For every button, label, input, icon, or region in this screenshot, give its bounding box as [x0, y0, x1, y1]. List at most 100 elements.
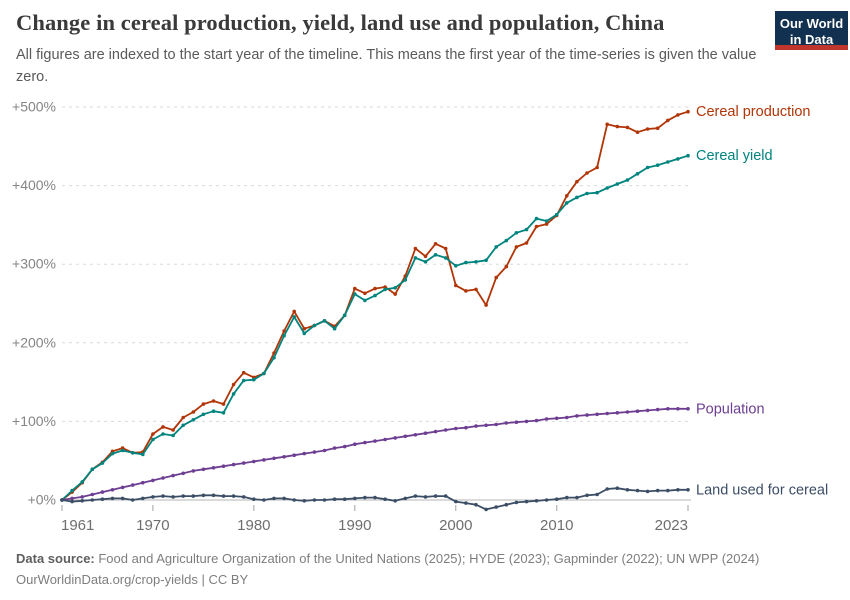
data-point-cereal-production [373, 286, 377, 291]
data-point-land-used-for-cereal [141, 496, 145, 501]
data-point-cereal-production [544, 222, 549, 226]
data-point-cereal-production [605, 122, 609, 127]
data-point-population [130, 483, 135, 487]
data-point-cereal-yield [504, 238, 509, 243]
data-point-population [211, 466, 216, 470]
data-point-cereal-production [454, 283, 458, 288]
data-point-population [363, 440, 367, 445]
data-point-population [221, 464, 226, 469]
data-point-cereal-yield [201, 412, 206, 417]
data-point-population [322, 448, 327, 453]
chart-container: +0% +100% +200% +300% +400% +500% 1961 1970 1980… [0, 90, 850, 550]
data-point-land-used-for-cereal [595, 492, 599, 497]
data-point-land-used-for-cereal [110, 496, 115, 501]
data-point-cereal-production [524, 241, 529, 245]
logo-line2: in Data [789, 32, 834, 47]
series-label-population[interactable]: Population [696, 401, 765, 417]
data-point-land-used-for-cereal [241, 495, 246, 499]
data-point-cereal-yield [494, 245, 499, 249]
data-point-population [635, 409, 640, 414]
data-point-land-used-for-cereal [282, 496, 286, 501]
data-point-cereal-production [575, 179, 579, 184]
data-point-cereal-production [282, 329, 286, 333]
data-point-cereal-yield [413, 256, 418, 260]
data-point-cereal-production [443, 246, 448, 251]
data-point-cereal-yield [423, 260, 428, 264]
data-point-population [544, 417, 549, 421]
data-point-cereal-yield [322, 319, 327, 323]
data-point-land-used-for-cereal [655, 488, 660, 493]
data-point-land-used-for-cereal [60, 498, 64, 502]
x-axis-tick-label: 1990 [338, 517, 371, 534]
logo-line1: Our World [779, 16, 844, 31]
series-line-population[interactable] [61, 407, 689, 501]
owid-logo[interactable]: Our World in Data [775, 11, 848, 50]
data-point-population [161, 476, 165, 480]
data-point-population [433, 429, 438, 434]
data-point-cereal-production [484, 303, 488, 307]
data-point-population [615, 411, 620, 415]
data-point-cereal-yield [666, 160, 670, 164]
data-point-land-used-for-cereal [413, 494, 418, 498]
footer-link[interactable]: OurWorldinData.org/crop-yields [16, 572, 198, 587]
data-point-cereal-yield [474, 260, 478, 264]
data-point-population [312, 450, 317, 454]
data-point-population [514, 420, 519, 425]
data-point-population [625, 410, 630, 414]
data-point-cereal-production [494, 275, 499, 280]
data-point-cereal-production [161, 425, 165, 429]
data-point-population [332, 446, 337, 450]
data-point-population [373, 439, 377, 443]
data-point-land-used-for-cereal [90, 498, 95, 502]
data-point-cereal-production [534, 224, 539, 229]
data-point-cereal-production [231, 382, 236, 387]
chart-subtitle: All figures are indexed to the start yea… [16, 47, 757, 85]
chart-footer: Data source: Food and Agriculture Organi… [16, 548, 836, 590]
data-point-cereal-yield [524, 227, 529, 232]
chart-plot-area[interactable]: +0% +100% +200% +300% +400% +500% 1961 1970 1980… [0, 90, 850, 550]
data-point-population [262, 458, 266, 462]
data-point-cereal-production [241, 370, 246, 375]
series-label-cereal-production[interactable]: Cereal production [696, 104, 810, 120]
data-point-population [120, 485, 125, 490]
x-axis-tick-label: 1980 [237, 517, 270, 534]
data-point-cereal-yield [544, 219, 549, 223]
data-point-population [474, 424, 478, 428]
data-point-population [383, 437, 387, 442]
data-source-label: Data source: [16, 551, 95, 566]
data-source-text: Food and Agriculture Organization of the… [94, 551, 760, 566]
data-point-cereal-yield [373, 293, 377, 298]
data-point-land-used-for-cereal [363, 495, 367, 500]
data-point-cereal-yield [221, 411, 226, 415]
data-point-land-used-for-cereal [635, 488, 640, 493]
data-point-population [353, 442, 357, 447]
data-point-land-used-for-cereal [383, 497, 387, 502]
data-point-land-used-for-cereal [585, 493, 589, 498]
data-point-population [645, 408, 650, 413]
data-point-cereal-yield [454, 264, 458, 268]
data-point-cereal-production [393, 292, 398, 296]
data-point-cereal-yield [645, 165, 650, 170]
data-source-line: Data source: Food and Agriculture Organi… [16, 548, 836, 569]
data-point-cereal-yield [120, 448, 125, 453]
data-point-population [90, 492, 95, 497]
data-point-population [171, 473, 175, 478]
data-point-population [565, 415, 569, 420]
data-point-cereal-yield [534, 216, 539, 221]
data-point-population [292, 453, 297, 458]
footer-license-link[interactable]: CC BY [208, 572, 249, 587]
data-point-population [393, 436, 398, 440]
series-label-land-used-for-cereal[interactable]: Land used for cereal [696, 482, 828, 498]
data-point-cereal-production [302, 326, 307, 331]
data-point-cereal-production [645, 127, 650, 131]
data-point-land-used-for-cereal [70, 499, 74, 504]
data-point-population [443, 428, 448, 432]
series-label-cereal-yield[interactable]: Cereal yield [696, 148, 773, 164]
data-point-cereal-yield [282, 333, 286, 338]
y-axis-tick-label: +500% [12, 99, 56, 115]
data-point-cereal-yield [615, 182, 620, 186]
data-point-cereal-yield [676, 157, 680, 161]
data-point-cereal-production [565, 194, 569, 198]
data-point-land-used-for-cereal [120, 496, 125, 501]
series-line-cereal-yield[interactable] [61, 154, 689, 501]
